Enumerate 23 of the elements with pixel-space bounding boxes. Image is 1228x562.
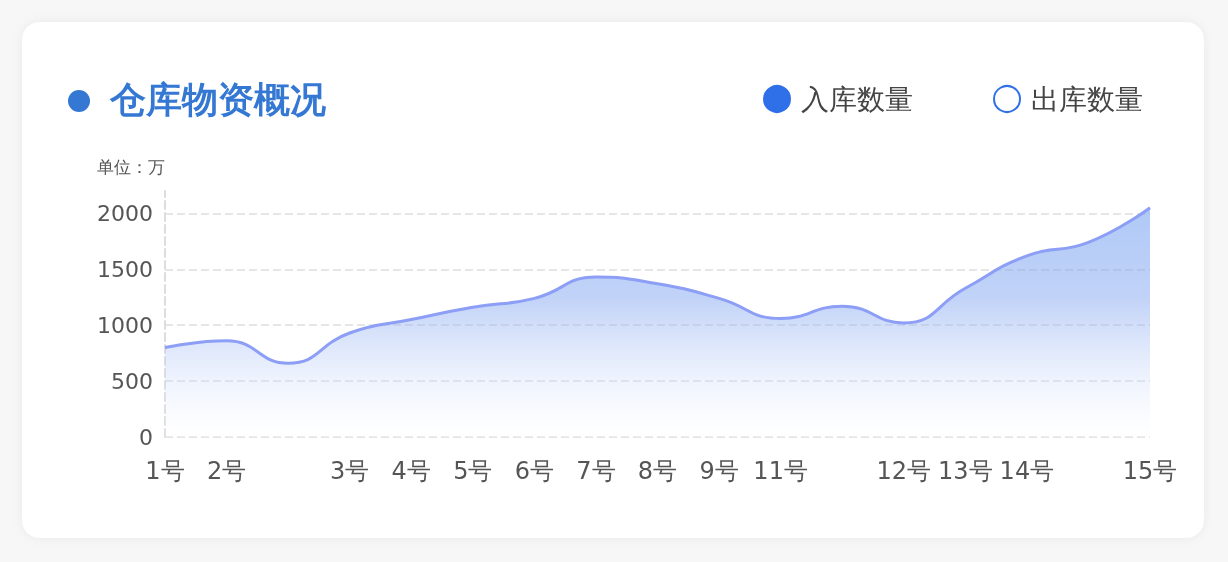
x-tick-label: 2号 [206,457,247,485]
y-tick-label: 500 [111,368,153,394]
x-tick-label: 11号 [753,457,808,485]
x-tick-label: 13号 [938,457,993,485]
y-tick-label: 2000 [97,200,153,226]
chart-title: 仓库物资概况 [110,78,326,122]
x-tick-label: 12号 [876,457,932,485]
y-axis-title: 单位：万 [97,156,165,177]
x-tick-label: 3号 [330,457,370,485]
y-tick-label: 1500 [97,256,153,282]
x-tick-label: 1号 [145,457,185,485]
x-tick-label: 4号 [391,457,431,485]
y-tick-label: 0 [139,424,153,450]
x-tick-label: 7号 [576,457,616,485]
x-tick-label: 6号 [514,457,555,485]
y-tick-label: 1000 [97,312,153,338]
x-tick-label: 8号 [637,457,678,485]
x-tick-label: 5号 [453,457,493,485]
legend-label: 入库数量 [801,82,913,116]
x-tick-label: 9号 [699,457,739,485]
x-tick-label: 14号 [999,457,1055,485]
legend-label: 出库数量 [1031,82,1143,116]
x-tick-label: 15号 [1122,457,1178,485]
